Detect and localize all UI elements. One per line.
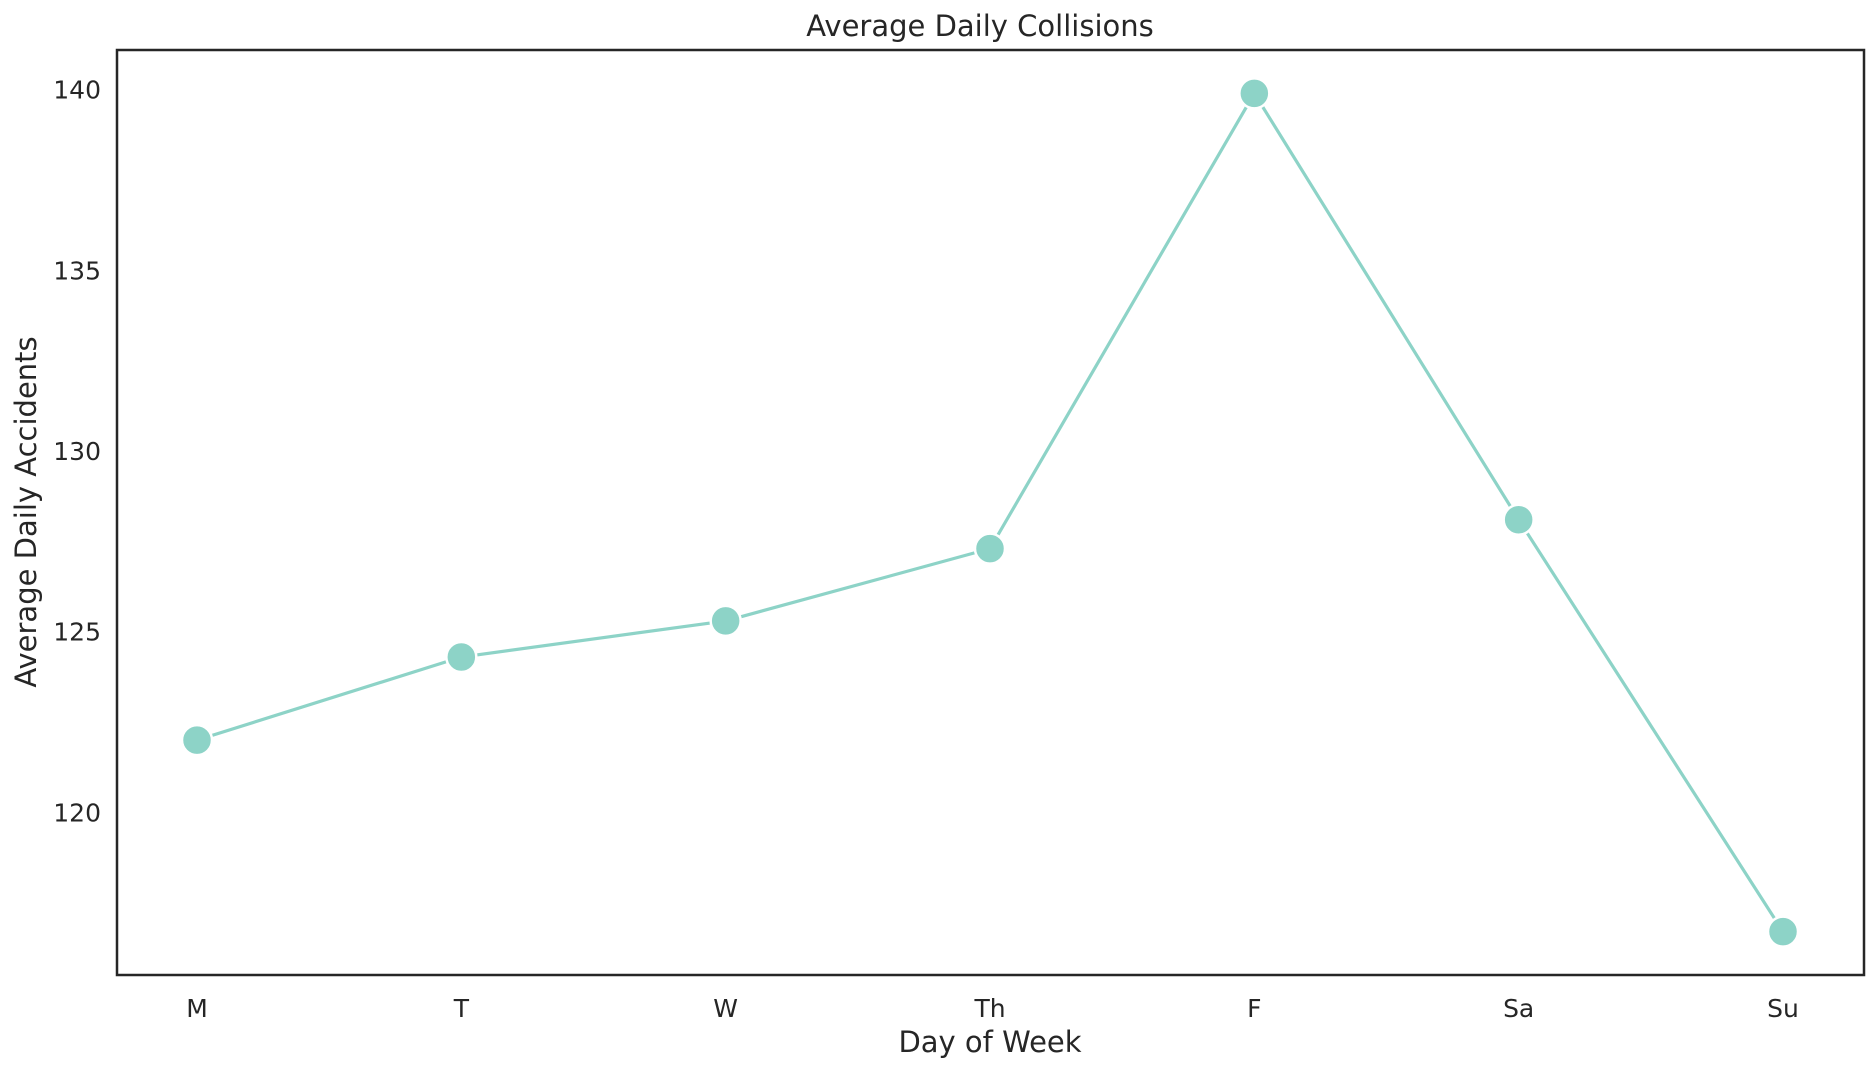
- chart-title: Average Daily Collisions: [806, 9, 1153, 43]
- x-tick-label: Su: [1767, 994, 1799, 1023]
- y-axis-label: Average Daily Accidents: [9, 336, 43, 687]
- y-tick-label: 140: [53, 76, 101, 105]
- y-tick-label: 120: [53, 798, 101, 827]
- x-axis-ticks: M T W Th F Sa Su: [186, 994, 1799, 1023]
- y-tick-label: 125: [53, 618, 101, 647]
- x-tick-label: W: [713, 994, 738, 1023]
- data-point: [973, 532, 1007, 565]
- y-tick-label: 130: [53, 437, 101, 466]
- x-tick-label: F: [1247, 994, 1261, 1023]
- plot-frame: [115, 48, 1866, 977]
- x-tick-label: Th: [973, 994, 1005, 1023]
- y-axis-ticks: 120 125 130 135 140: [53, 76, 101, 828]
- x-tick-label: T: [453, 994, 470, 1023]
- data-point: [709, 604, 742, 638]
- data-point: [1502, 503, 1535, 536]
- y-tick-label: 135: [53, 256, 101, 285]
- data-point: [1238, 77, 1271, 110]
- x-axis-label: Day of Week: [898, 1025, 1081, 1059]
- data-point: [1766, 915, 1800, 948]
- x-tick-label: M: [186, 994, 208, 1023]
- series-line: [195, 91, 1785, 934]
- plot-area: 120 125 130 135 140 M T W Th F Sa Su: [53, 48, 1866, 1023]
- x-tick-label: Sa: [1503, 994, 1534, 1023]
- data-point: [180, 723, 214, 757]
- data-point: [445, 640, 478, 674]
- series-group: [180, 77, 1800, 948]
